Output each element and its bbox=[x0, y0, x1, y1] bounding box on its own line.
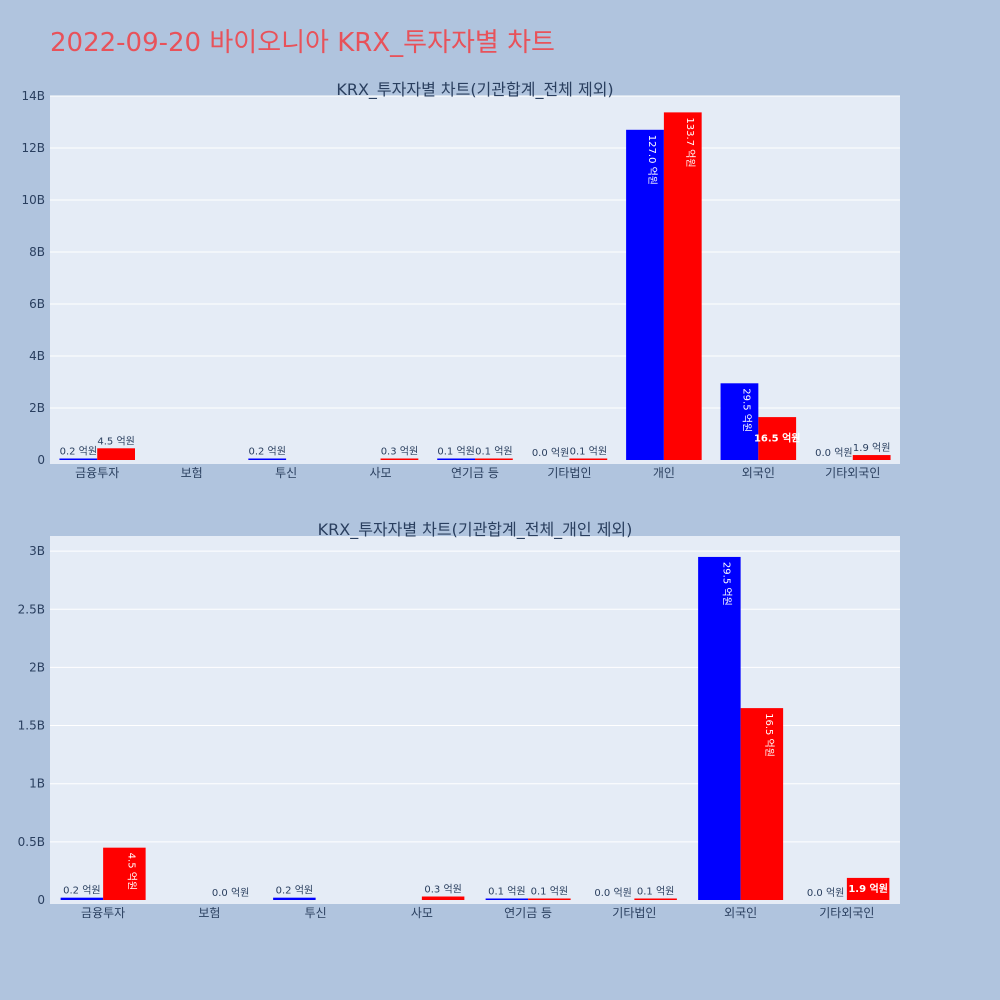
y-tick-label: 3B bbox=[29, 544, 45, 558]
x-tick-label: 금융투자 bbox=[75, 466, 119, 480]
x-tick-label: 투신 bbox=[305, 906, 327, 920]
y-tick-label: 1.5B bbox=[18, 719, 45, 733]
axis-layer: 0 2B 4B 6B 8B 10B 12B 14B 금융투자 보험 투신 사모 연기금 등 기타법인 개인 외… bbox=[21, 89, 880, 480]
data-label: 0.3 억원 bbox=[381, 446, 418, 458]
data-label: 0.1 억원 bbox=[531, 886, 568, 898]
data-label: 1.9 억원 bbox=[853, 442, 890, 454]
bar bbox=[437, 458, 475, 460]
grid-layer bbox=[50, 95, 900, 409]
data-label: 16.5 억원 bbox=[763, 713, 775, 757]
data-label: 0.0 억원 bbox=[807, 887, 844, 899]
y-tick-label: 0 bbox=[37, 893, 45, 907]
label-layer: 0.2 억원 4.5 억원 0.0 억원 0.2 억원 0.3 억원 0.1 억원 0.1 … bbox=[63, 562, 888, 899]
data-label: 0.2 억원 bbox=[248, 446, 285, 458]
y-tick-label: 2B bbox=[29, 660, 45, 674]
data-label: 0.2 억원 bbox=[276, 885, 313, 897]
data-label: 0.1 억원 bbox=[637, 886, 674, 898]
bar bbox=[569, 458, 608, 460]
x-tick-label: 기타외국인 bbox=[825, 466, 880, 480]
x-tick-label: 개인 bbox=[653, 466, 675, 480]
y-tick-label: 4B bbox=[29, 349, 45, 363]
data-label: 29.5 억원 bbox=[720, 562, 732, 606]
chart-top: 0.2 억원4.5 억원0.2 억원 0.3 억원 0.1 억원 0.1 억원 0.0 … bbox=[21, 80, 900, 480]
data-label: 1.9 억원 bbox=[848, 882, 888, 895]
data-label: 4.5 억원 bbox=[97, 435, 134, 447]
bar-layer bbox=[60, 556, 890, 900]
y-tick-label: 2B bbox=[29, 401, 45, 415]
data-label: 0.2 억원 bbox=[60, 446, 97, 458]
data-label: 0.0 억원 bbox=[212, 887, 249, 899]
x-tick-label: 투신 bbox=[275, 466, 297, 480]
data-label: 127.0 억원 bbox=[646, 135, 658, 185]
y-tick-label: 1B bbox=[29, 777, 45, 791]
y-tick-label: 14B bbox=[21, 89, 45, 103]
y-tick-label: 12B bbox=[21, 141, 45, 155]
data-label: 133.7 억원 bbox=[684, 117, 696, 167]
x-tick-label: 연기금 등 bbox=[451, 466, 499, 480]
y-tick-label: 2.5B bbox=[18, 602, 45, 616]
bar bbox=[103, 847, 146, 900]
data-label: 0.0 억원 bbox=[532, 447, 569, 459]
bar bbox=[485, 898, 529, 900]
bar bbox=[758, 417, 797, 460]
bar bbox=[528, 898, 571, 900]
y-tick-label: 8B bbox=[29, 245, 45, 259]
x-tick-label: 연기금 등 bbox=[504, 906, 552, 920]
x-tick-label: 기타법인 bbox=[547, 466, 591, 480]
data-label: 0.1 억원 bbox=[570, 446, 607, 458]
chart-title: KRX_투자자별 차트(기관합계_전체 제외) bbox=[336, 80, 613, 100]
label-layer: 0.2 억원4.5 억원0.2 억원 0.3 억원 0.1 억원 0.1 억원 0.0 … bbox=[60, 117, 891, 459]
bar bbox=[248, 458, 287, 460]
y-tick-label: 0.5B bbox=[18, 835, 45, 849]
x-tick-label: 외국인 bbox=[742, 466, 775, 480]
y-tick-label: 0 bbox=[37, 453, 45, 467]
x-tick-label: 사모 bbox=[411, 906, 433, 920]
bar bbox=[475, 458, 513, 460]
bar bbox=[59, 458, 98, 460]
data-label: 0.2 억원 bbox=[63, 885, 100, 897]
data-label: 0.1 억원 bbox=[488, 886, 525, 898]
bar-layer bbox=[59, 112, 891, 461]
bar bbox=[626, 129, 664, 461]
bar bbox=[97, 448, 135, 460]
bar bbox=[273, 897, 316, 900]
data-label: 29.5 억원 bbox=[740, 388, 752, 432]
data-label: 16.5 억원 bbox=[754, 432, 801, 445]
x-tick-label: 보험 bbox=[181, 466, 203, 480]
bar bbox=[380, 458, 419, 460]
y-tick-label: 10B bbox=[21, 193, 45, 207]
data-label: 0.1 억원 bbox=[437, 446, 474, 458]
bar bbox=[663, 112, 702, 460]
data-label: 0.1 억원 bbox=[475, 446, 512, 458]
x-tick-label: 기타법인 bbox=[612, 906, 656, 920]
data-label: 4.5 억원 bbox=[125, 853, 137, 890]
bar bbox=[720, 383, 759, 460]
bar bbox=[60, 897, 104, 900]
x-tick-label: 사모 bbox=[370, 466, 392, 480]
data-label: 0.3 억원 bbox=[424, 884, 461, 896]
chart-bottom: 0.2 억원 4.5 억원 0.0 억원 0.2 억원 0.3 억원 0.1 억원 0.1 … bbox=[18, 520, 900, 920]
bar bbox=[846, 877, 890, 900]
x-tick-label: 보험 bbox=[198, 906, 220, 920]
data-label: 0.0 억원 bbox=[594, 887, 631, 899]
chart-title: KRX_투자자별 차트(기관합계_전체_개인 제외) bbox=[318, 520, 633, 540]
x-tick-label: 금융투자 bbox=[81, 906, 125, 920]
axis-layer: 0 0.5B 1B 1.5B 2B 2.5B 3B 금융투자 보험 투신 사모 연기금 등 기타법인 외국… bbox=[18, 544, 875, 920]
bar bbox=[634, 898, 677, 900]
x-tick-label: 기타외국인 bbox=[819, 906, 874, 920]
data-label: 0.0 억원 bbox=[815, 447, 852, 459]
x-tick-label: 외국인 bbox=[724, 906, 757, 920]
bar bbox=[698, 556, 741, 900]
bar bbox=[852, 455, 891, 460]
bar bbox=[740, 708, 784, 900]
y-tick-label: 6B bbox=[29, 297, 45, 311]
bar bbox=[421, 896, 465, 900]
page-title: 2022-09-20 바이오니아 KRX_투자자별 차트 bbox=[50, 28, 555, 58]
